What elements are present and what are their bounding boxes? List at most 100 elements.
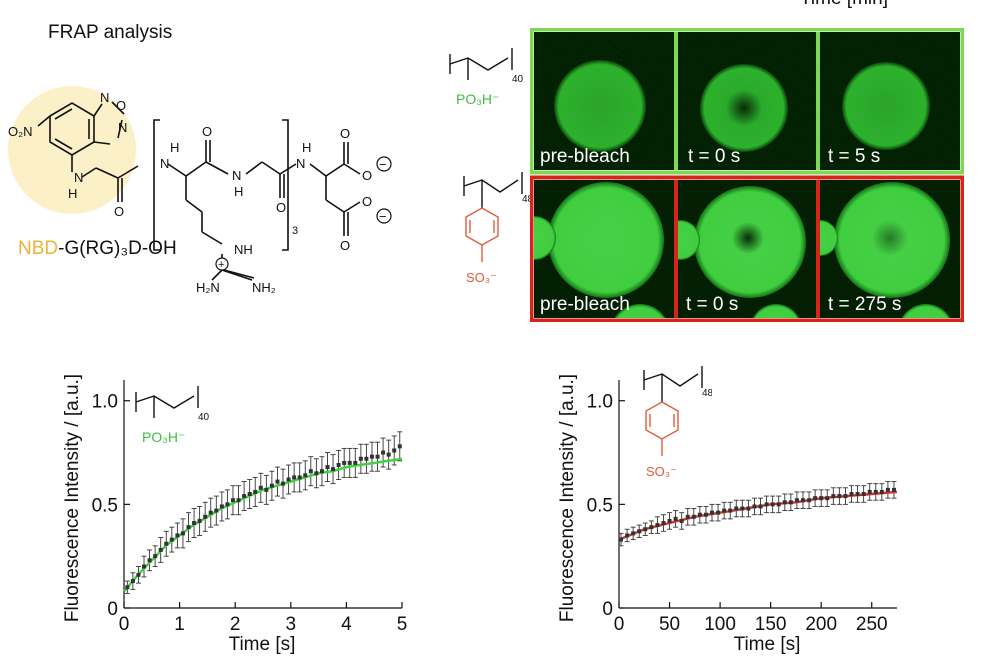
atom-o-2: O <box>202 124 212 139</box>
micrograph-label-top-1: pre-bleach <box>540 146 630 167</box>
chart-po3-data-point-7 <box>164 541 169 546</box>
charge-plus-symbol: + <box>218 259 224 271</box>
chart-po3-data-point-8 <box>169 537 174 542</box>
chart-so3-polymer-group: SO₃⁻ <box>646 464 677 479</box>
chart-so3-data-point-1 <box>625 533 630 538</box>
micrograph-label-top-2: t = 0 s <box>688 146 740 167</box>
charge-minus-1-symbol: − <box>379 157 387 172</box>
chart-po3-data-point-35 <box>319 469 324 474</box>
cut-off-axis-label: Time [min] <box>800 0 888 10</box>
chart-so3-data-point-16 <box>716 510 721 515</box>
chart-po3-data-point-6 <box>158 547 163 552</box>
charge-minus-2: − <box>376 208 392 224</box>
chart-po3-data-point-1 <box>130 579 135 584</box>
chart-so3-x-tick-label-5: 250 <box>856 614 888 635</box>
chart-po3-data-point-23 <box>253 489 258 494</box>
chart-po3-x-tick-label-3: 3 <box>286 614 297 635</box>
chart-po3-data-point-11 <box>186 525 191 530</box>
atom-n-2: N <box>160 156 169 171</box>
chart-so3-data-point-30 <box>800 498 805 503</box>
charge-plus: + <box>215 257 229 271</box>
chart-so3-data-point-7 <box>661 521 666 526</box>
chart-po3-data-point-21 <box>242 494 247 499</box>
chart-po3-data-point-33 <box>308 469 313 474</box>
chart-so3-data-point-9 <box>673 516 678 521</box>
chart-so3-y-tick-label-0: 0 <box>602 599 613 620</box>
chart-so3-data-point-43 <box>879 489 884 494</box>
chart-po3-data-point-22 <box>247 492 252 496</box>
atom-o-1: O <box>114 204 124 219</box>
chart-so3-data-point-14 <box>703 512 708 517</box>
chart-po3-data-point-48 <box>392 448 397 453</box>
chart-so3-polymer-n: 48 <box>702 388 712 399</box>
chart-so3-data-point-22 <box>752 504 757 509</box>
chart-so3-x-tick-label-2: 100 <box>704 614 736 635</box>
micrograph-label-top-3: t = 5 s <box>828 146 880 167</box>
chart-so3-data-point-32 <box>813 496 818 501</box>
chart-po3-data-point-36 <box>325 465 330 470</box>
chart-po3-data-point-30 <box>292 475 297 480</box>
chart-po3-data-point-15 <box>208 510 213 515</box>
chart-po3-data-point-46 <box>381 450 386 455</box>
chart-po3-data-point-10 <box>180 531 185 536</box>
chart-so3-data-point-44 <box>885 487 890 492</box>
chart-po3-fit-line <box>123 457 403 593</box>
chart-po3-data-point-27 <box>275 479 280 484</box>
chart-po3-x-tick-label-2: 2 <box>230 614 241 635</box>
nbd-peptide-structure: O₂N N O N N H O H N O N H O H N O O O O … <box>8 86 392 295</box>
atom-o-5: O <box>362 168 372 183</box>
chart-po3-y-tick-label-1: 0.5 <box>92 495 118 516</box>
atom-h-1: H <box>68 186 77 201</box>
polymer-po3-n: 40 <box>512 74 524 85</box>
chart-po3-x-tick-label-0: 0 <box>119 614 130 635</box>
chart-po3-data-point-32 <box>303 473 308 478</box>
chart-so3-data-point-12 <box>691 514 696 519</box>
atom-ring-o: O <box>116 98 126 113</box>
compound-label-suffix: -G(RG)₃D-OH <box>58 238 177 259</box>
chart-po3-data-point-20 <box>236 498 241 503</box>
chart-so3-data-point-17 <box>722 508 727 513</box>
figure-title: FRAP analysis <box>48 22 173 43</box>
chart-so3-data-point-26 <box>776 502 781 507</box>
chart-po3-data-point-39 <box>342 460 347 465</box>
chart-po3-data-point-43 <box>364 456 369 461</box>
micrograph-po3-t5 <box>820 32 960 170</box>
chart-po3-data-point-14 <box>203 514 208 519</box>
micrograph-po3-pre-bleach <box>534 32 674 170</box>
chart-po3-data-point-44 <box>369 454 374 459</box>
micrograph-so3-pre-bleach <box>534 180 674 318</box>
atom-nitro: O₂N <box>8 124 33 139</box>
charge-minus-1: − <box>376 156 392 172</box>
chart-po3-data-point-49 <box>397 444 402 449</box>
atom-h-3: H <box>234 184 243 199</box>
chart-so3-data-point-6 <box>655 523 660 528</box>
atom-o-3: O <box>276 200 286 215</box>
atom-nh-g: NH <box>234 242 253 257</box>
chart-so3-data-point-25 <box>770 502 775 507</box>
chart-po3-x-tick-label-5: 5 <box>397 614 408 635</box>
atom-ring-n-top: N <box>100 90 109 105</box>
chart-so3-data-point-15 <box>710 510 715 515</box>
chart-so3-xlabel: Time [s] <box>734 634 801 655</box>
chart-po3-ylabel: Fluorescence Intensity / [a.u.] <box>62 374 83 622</box>
bond-lines <box>37 101 361 270</box>
chart-po3-data-point-4 <box>147 558 152 563</box>
chart-po3-polymer-inset: 40 PO₃H⁻ <box>135 386 210 445</box>
chart-po3-polymer-group: PO₃H⁻ <box>142 429 185 445</box>
polymer-po3-group: PO₃H⁻ <box>456 91 499 107</box>
micrograph-label-bottom-1: pre-bleach <box>540 294 630 315</box>
frap-chart-po3: 0 1 2 3 4 5 0 0.5 1.0 Fluorescence Intensity / [… <box>62 374 408 655</box>
chart-po3-data-point-5 <box>153 554 158 559</box>
compound-label: NBD-G(RG)₃D-OH <box>18 238 177 260</box>
chart-so3-data-point-19 <box>734 506 739 511</box>
chart-po3-data-point-45 <box>375 454 380 459</box>
chart-po3-data-point-9 <box>175 533 180 538</box>
chart-so3-data-point-36 <box>837 494 842 499</box>
micrograph-label-bottom-2: t = 0 s <box>686 294 738 315</box>
bottom-row-frame <box>530 175 964 322</box>
chart-so3-polymer-inset: 48 SO₃⁻ <box>643 366 712 479</box>
chart-po3-data-point-25 <box>264 487 269 492</box>
chart-po3-data-point-2 <box>136 572 141 577</box>
micrograph-po3-t0 <box>678 32 816 170</box>
chart-so3-data-point-24 <box>764 502 769 507</box>
